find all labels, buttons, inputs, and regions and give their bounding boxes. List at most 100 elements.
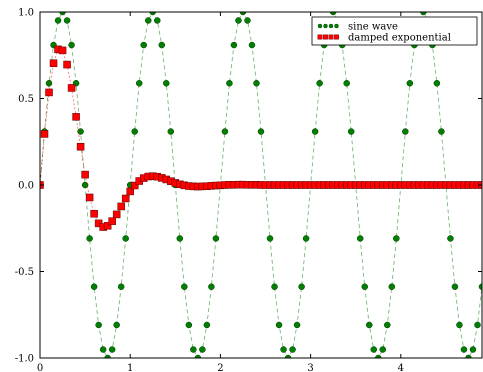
sine-wave-point: [131, 128, 138, 135]
sine-wave-point: [284, 354, 292, 358]
legend-marker-damped-exponential: [317, 34, 323, 40]
sine-wave-point: [108, 346, 116, 353]
sine-wave-point: [271, 283, 278, 290]
y-tick-label: 1.0: [18, 8, 34, 19]
sine-wave-point: [154, 17, 161, 24]
sine-wave-point: [478, 283, 482, 290]
sine-wave-point: [433, 80, 441, 87]
sine-wave-point: [194, 354, 202, 358]
sine-wave-point: [293, 321, 301, 329]
sine-wave-point: [239, 12, 247, 16]
sine-wave-point: [117, 283, 125, 290]
sine-wave-point: [384, 321, 391, 329]
x-tick-label: 2: [217, 363, 223, 372]
sine-wave-point: [365, 321, 373, 329]
damped-exponential-point: [67, 84, 76, 92]
legend-marker-sine-wave: [328, 23, 334, 29]
sine-wave-point: [104, 354, 111, 358]
sine-wave-point: [226, 80, 233, 87]
sine-wave-point: [465, 354, 472, 358]
damped-exponential-point: [126, 187, 134, 196]
sine-wave-point: [347, 128, 355, 135]
damped-exponential-point: [121, 194, 130, 203]
sine-wave-point: [199, 346, 206, 353]
sine-wave-point: [311, 128, 319, 135]
sine-wave-point: [158, 41, 166, 49]
damped-exponential-point: [72, 113, 80, 121]
legend-label: sine wave: [348, 22, 398, 33]
sine-wave-point: [59, 12, 66, 16]
sine-wave-point: [181, 283, 188, 290]
x-tick-label: 1: [127, 363, 133, 372]
sine-wave-point: [63, 17, 71, 24]
damped-exponential-point: [112, 210, 121, 219]
legend-marker-damped-exponential: [328, 34, 334, 40]
legend-label: damped exponential: [348, 33, 451, 44]
y-tick-label: -1.0: [15, 354, 34, 365]
y-tick-label: -0.5: [15, 267, 34, 278]
sine-wave-point: [257, 128, 265, 135]
sine-wave-point: [393, 235, 400, 242]
sine-wave-point: [235, 17, 242, 24]
plot-area: [40, 12, 482, 358]
damped-exponential-point: [63, 60, 71, 69]
sine-wave-point: [144, 17, 152, 24]
axes: 0 1 2 3 4 -1.0 -0.5 0.0 0.5 1.0: [15, 8, 483, 372]
legend-marker-sine-wave: [334, 23, 339, 29]
x-tick-label: 3: [307, 363, 313, 372]
sine-wave-point: [469, 346, 477, 353]
legend-marker-sine-wave: [323, 23, 328, 29]
sine-wave-point: [460, 346, 468, 353]
sine-wave-point: [95, 321, 102, 329]
sine-wave-point: [329, 12, 337, 16]
sine-wave-point: [68, 41, 75, 49]
sine-wave-point: [388, 283, 396, 290]
damped-exponential-point: [81, 170, 89, 179]
sine-wave-point: [176, 235, 184, 242]
sine-wave-point: [122, 235, 129, 242]
damped-exponential-point: [45, 88, 53, 97]
sine-wave-point: [406, 80, 414, 87]
sine-wave-point: [230, 41, 238, 49]
sine-wave-point: [86, 235, 93, 242]
damped-exponential-point: [108, 217, 116, 225]
sine-wave-point: [190, 346, 197, 353]
sine-wave-point: [474, 321, 481, 329]
sine-wave-point: [135, 80, 143, 87]
x-tick-label: 4: [398, 363, 404, 372]
sine-wave-point: [298, 283, 305, 290]
sine-wave-point: [244, 17, 251, 24]
legend-marker-sine-wave: [317, 23, 323, 29]
sine-wave-point: [163, 80, 170, 87]
sine-wave-point: [456, 321, 463, 329]
sine-wave-point: [99, 346, 107, 353]
y-tick-label: 0.0: [18, 181, 34, 192]
sine-wave-point: [248, 41, 256, 49]
damped-exponential-point: [49, 59, 58, 67]
sine-wave-point: [289, 346, 296, 353]
series-line-damped-exponential: [40, 48, 482, 228]
sine-wave-point: [420, 12, 427, 16]
damped-exponential-point: [117, 202, 125, 211]
sine-wave-point: [356, 235, 364, 242]
sine-wave-point: [375, 354, 382, 358]
sine-wave-point: [361, 283, 368, 290]
sine-wave-point: [275, 321, 283, 329]
sine-wave-point: [185, 321, 193, 329]
sine-wave-point: [438, 128, 445, 135]
damped-exponential-point: [76, 143, 85, 151]
y-tick-label: 0.5: [18, 94, 34, 105]
sine-wave-point: [221, 128, 229, 135]
sine-wave-point: [90, 283, 98, 290]
legend-marker-damped-exponential: [323, 34, 328, 40]
sine-wave-point: [316, 80, 323, 87]
sine-wave-point: [379, 346, 387, 353]
sine-wave-point: [208, 283, 215, 290]
damped-exponential-point: [85, 193, 94, 202]
sine-wave-point: [370, 346, 378, 353]
damped-exponential-point: [90, 209, 98, 218]
legend-box: [311, 16, 478, 46]
damped-exponential-point: [58, 46, 67, 55]
